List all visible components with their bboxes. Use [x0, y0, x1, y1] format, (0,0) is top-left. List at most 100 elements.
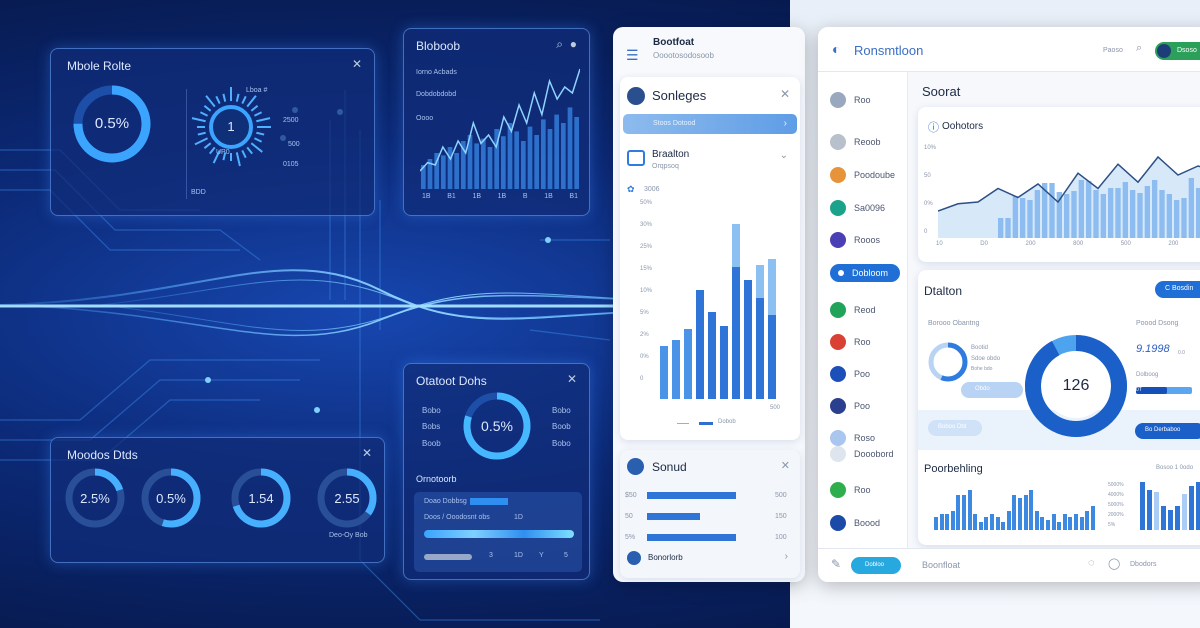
user-icon[interactable]: ● — [569, 37, 577, 51]
pill[interactable]: Obdo — [961, 382, 1023, 398]
stat-label: Bobo — [552, 406, 571, 415]
dial-tick — [191, 117, 206, 123]
dial-tick — [222, 93, 227, 102]
trend-bar — [1049, 183, 1055, 238]
action-button[interactable]: Bo Derbaboo — [1135, 423, 1200, 439]
bar — [1062, 514, 1067, 530]
close-icon[interactable]: ✕ — [779, 87, 790, 101]
info-line: Bohe bdo — [971, 366, 993, 372]
sidebar-item[interactable]: Roso — [830, 430, 875, 446]
top-button[interactable]: C Bosdin — [1155, 281, 1200, 298]
chat-icon[interactable]: ◯ — [1108, 558, 1121, 570]
chevron-right-icon[interactable]: › — [784, 551, 788, 562]
search-icon[interactable]: ⌕ — [556, 37, 563, 51]
bar — [967, 490, 972, 530]
row-value: 1D — [514, 514, 523, 521]
headset-icon[interactable]: ◌ — [1088, 557, 1095, 569]
sidebar-item[interactable]: Reod — [830, 302, 876, 318]
x-tick: 800 — [1073, 241, 1084, 247]
sidebar-item[interactable]: Dobloom — [830, 264, 900, 282]
section-title: Ornotoorb — [416, 474, 457, 484]
close-icon[interactable]: ✕ — [780, 460, 790, 472]
row-label: Doao Dobbsg — [424, 498, 467, 505]
sidebar-item[interactable]: Reoob — [830, 134, 881, 150]
stat-label: Bobs — [422, 422, 441, 431]
edit-icon[interactable]: ✎ — [831, 557, 842, 571]
close-icon[interactable]: ✕ — [566, 372, 577, 386]
trend-panel: Bloboob ⌕ ● Iorno Acbads Dobdobdobd Oooo… — [403, 28, 590, 216]
dial-tick — [235, 93, 240, 102]
sidebar-item[interactable]: Roo — [830, 482, 871, 498]
sidebar-item[interactable]: Dooobord — [830, 446, 894, 462]
bar — [973, 514, 978, 530]
trend-bar — [1122, 182, 1128, 238]
chart-bar — [427, 159, 433, 189]
footer-link[interactable]: Dbodors — [1130, 561, 1157, 568]
sidebar-item[interactable]: Sa0096 — [830, 200, 885, 216]
faded-button[interactable]: Boboo Dbt — [928, 420, 982, 436]
menu-icon[interactable]: ☰ — [626, 47, 639, 63]
trend-bar — [1020, 198, 1026, 238]
close-icon[interactable]: ✕ — [351, 57, 362, 71]
sidebar-icon — [830, 482, 846, 498]
bar — [945, 514, 950, 530]
y-tick: 5% — [640, 310, 649, 316]
sidebar-label: Rooos — [854, 235, 881, 245]
segment-banner[interactable]: Stoos Dotood › — [623, 114, 797, 134]
search-icon[interactable]: ⌕ — [1136, 42, 1143, 54]
bar — [756, 298, 764, 399]
dial-label: UP0 — [216, 149, 230, 156]
trend-bar — [1166, 194, 1172, 238]
x-tick: B — [522, 193, 528, 200]
chevron-down-icon[interactable]: ⌄ — [779, 150, 788, 161]
sidebar-label: Poodoube — [854, 170, 896, 180]
sidebar-item[interactable]: Poo — [830, 366, 870, 382]
x-tick: 200 — [1025, 241, 1036, 247]
stat-label: Bobo — [552, 439, 571, 448]
header-link[interactable]: Paoso — [1103, 47, 1123, 54]
chart-bar — [421, 165, 426, 189]
donut-chart — [141, 468, 201, 528]
chart-line — [420, 68, 580, 172]
sidebar-item[interactable]: Roo — [830, 92, 871, 108]
bar — [1001, 522, 1006, 530]
bar — [1068, 517, 1073, 530]
sidebar-icon — [830, 302, 846, 318]
sidebar-item[interactable]: Rooos — [830, 232, 880, 248]
sidebar-item[interactable]: Poodoube — [830, 167, 895, 183]
trend-bar — [1188, 178, 1194, 238]
x-tick: B1 — [569, 193, 578, 200]
detail-card: Dtalton C Bosdin Borooo Obantng Bootid S… — [918, 270, 1200, 545]
bar — [1018, 498, 1022, 530]
user-name: Dsoso — [1177, 47, 1197, 54]
footer-link[interactable]: Bonorlorb — [648, 553, 683, 562]
progress-label: 0T — [1136, 387, 1142, 393]
card-title: Sonud — [652, 460, 687, 474]
sidebar: Roo Reoob Poodoube Sa0096 Rooos Dobloom Reod Ro… — [818, 72, 908, 548]
footer-button[interactable]: Dobloo — [851, 557, 901, 574]
trend-bar — [1130, 190, 1136, 238]
bar — [1057, 522, 1062, 530]
legend-line — [677, 423, 689, 424]
sidebar-icon — [830, 200, 846, 216]
divider — [186, 89, 187, 199]
card-title: Sonleges — [652, 88, 707, 103]
y-tick: 10% — [924, 145, 937, 151]
trend-chart — [938, 155, 1200, 238]
card-title: Dtalton — [924, 284, 963, 298]
bar — [978, 522, 983, 530]
panel-title: Moodos Dtds — [67, 448, 138, 462]
stat-label: Boob — [552, 422, 571, 431]
dial-tick — [253, 137, 263, 143]
sidebar-item[interactable]: Roo — [830, 334, 871, 350]
sidebar-item[interactable]: Boood — [830, 515, 880, 531]
close-icon[interactable]: ✕ — [361, 446, 372, 460]
chart-bar — [454, 153, 459, 189]
donut-value: 0.5% — [156, 491, 186, 506]
user-pill[interactable]: Dsoso — [1155, 42, 1200, 60]
bar — [732, 267, 740, 399]
trend-bar — [1100, 194, 1106, 238]
chart-bar — [574, 117, 579, 189]
sidebar-item[interactable]: Poo — [830, 398, 870, 414]
dial-tick — [203, 142, 212, 149]
